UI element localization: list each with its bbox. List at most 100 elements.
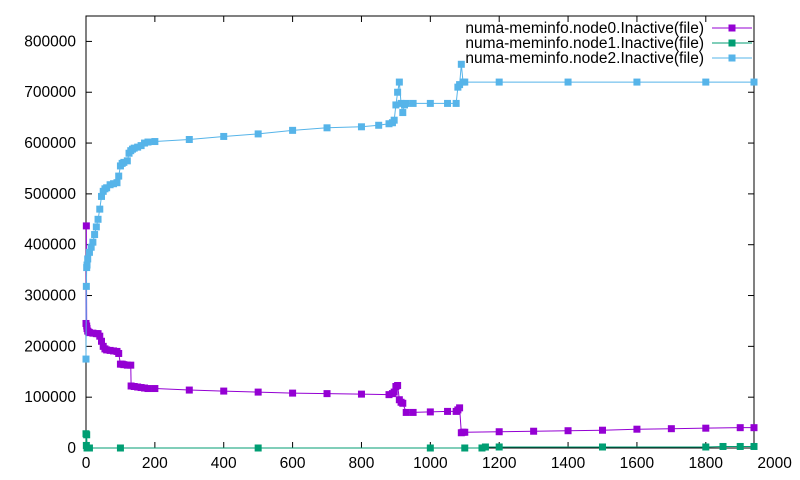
legend-label: numa-meminfo.node1.Inactive(file) (465, 35, 704, 52)
data-point (402, 99, 410, 107)
data-point (395, 78, 403, 86)
data-point (409, 99, 417, 107)
data-point (254, 388, 262, 396)
data-point (113, 179, 121, 187)
data-point (220, 132, 228, 140)
data-point (457, 60, 465, 68)
data-point (127, 361, 135, 369)
x-tick-label: 800 (349, 455, 375, 472)
data-point (89, 238, 97, 246)
series-line (85, 64, 754, 360)
data-point (220, 387, 228, 395)
data-point (254, 130, 262, 138)
data-point (94, 215, 102, 223)
data-point (96, 332, 104, 340)
series-line (85, 433, 754, 449)
data-point (83, 431, 91, 439)
x-tick-label: 1400 (551, 455, 586, 472)
y-tick-label: 300000 (24, 288, 76, 305)
x-tick-label: 200 (142, 455, 168, 472)
data-point (399, 109, 407, 117)
y-tick-label: 800000 (24, 33, 76, 50)
data-point (750, 424, 758, 432)
data-point (87, 243, 95, 251)
data-point (97, 192, 105, 200)
data-point (289, 126, 297, 134)
data-point (323, 124, 331, 132)
data-point (83, 261, 91, 269)
data-point (144, 385, 152, 393)
data-point (452, 99, 460, 107)
data-point (444, 99, 452, 107)
data-point (116, 444, 124, 452)
data-point (82, 282, 90, 290)
y-tick-label: 100000 (24, 389, 76, 406)
y-tick-label: 700000 (24, 84, 76, 101)
data-point (736, 442, 744, 450)
data-point (426, 444, 434, 452)
x-tick-label: 1800 (689, 455, 724, 472)
data-point (254, 444, 262, 452)
data-point (394, 88, 402, 96)
data-point (633, 425, 641, 433)
data-point (598, 443, 606, 451)
legend-label: numa-meminfo.node0.Inactive(file) (465, 20, 704, 37)
data-point (357, 123, 365, 131)
data-point (357, 390, 365, 398)
data-point (409, 408, 417, 416)
data-point (564, 427, 572, 435)
data-point (85, 248, 93, 256)
x-tick-label: 0 (82, 455, 91, 472)
y-tick-label: 400000 (24, 237, 76, 254)
data-point (495, 78, 503, 86)
data-point (719, 442, 727, 450)
data-point (495, 428, 503, 436)
data-point (530, 427, 538, 435)
data-point (323, 390, 331, 398)
data-point (495, 443, 503, 451)
data-point (461, 444, 469, 452)
data-point (399, 399, 407, 407)
series-1 (82, 430, 758, 452)
y-tick-label: 200000 (24, 338, 76, 355)
data-point (426, 408, 434, 416)
data-point (702, 78, 710, 86)
data-point (461, 78, 469, 86)
legend-marker (728, 24, 736, 32)
y-tick-label: 0 (67, 440, 76, 457)
data-point (123, 157, 131, 165)
data-point (85, 444, 93, 452)
data-point (702, 443, 710, 451)
data-point (84, 255, 92, 263)
y-tick-label: 600000 (24, 135, 76, 152)
data-point (426, 99, 434, 107)
data-point (750, 78, 758, 86)
data-point (392, 101, 400, 109)
data-point (97, 337, 105, 345)
x-tick-label: 1200 (482, 455, 517, 472)
data-point (151, 138, 159, 146)
data-point (402, 408, 410, 416)
data-point (82, 355, 90, 363)
data-point (461, 428, 469, 436)
axes: 0 100000 200000 300000 400000 500000 600000 700… (24, 16, 792, 472)
data-point (185, 386, 193, 394)
data-point (750, 442, 758, 450)
data-point (82, 222, 90, 230)
x-tick-label: 600 (280, 455, 306, 472)
x-tick-label: 2000 (757, 455, 792, 472)
data-point (92, 223, 100, 231)
data-point (598, 426, 606, 434)
data-point (144, 138, 152, 146)
data-point (564, 78, 572, 86)
data-point (185, 136, 193, 144)
legend-marker (728, 39, 736, 47)
data-point (481, 443, 489, 451)
data-point (736, 424, 744, 432)
x-tick-label: 1600 (620, 455, 655, 472)
x-tick-label: 400 (211, 455, 237, 472)
data-point (115, 349, 123, 357)
data-point (115, 172, 123, 180)
x-tick-label: 1000 (413, 455, 448, 472)
